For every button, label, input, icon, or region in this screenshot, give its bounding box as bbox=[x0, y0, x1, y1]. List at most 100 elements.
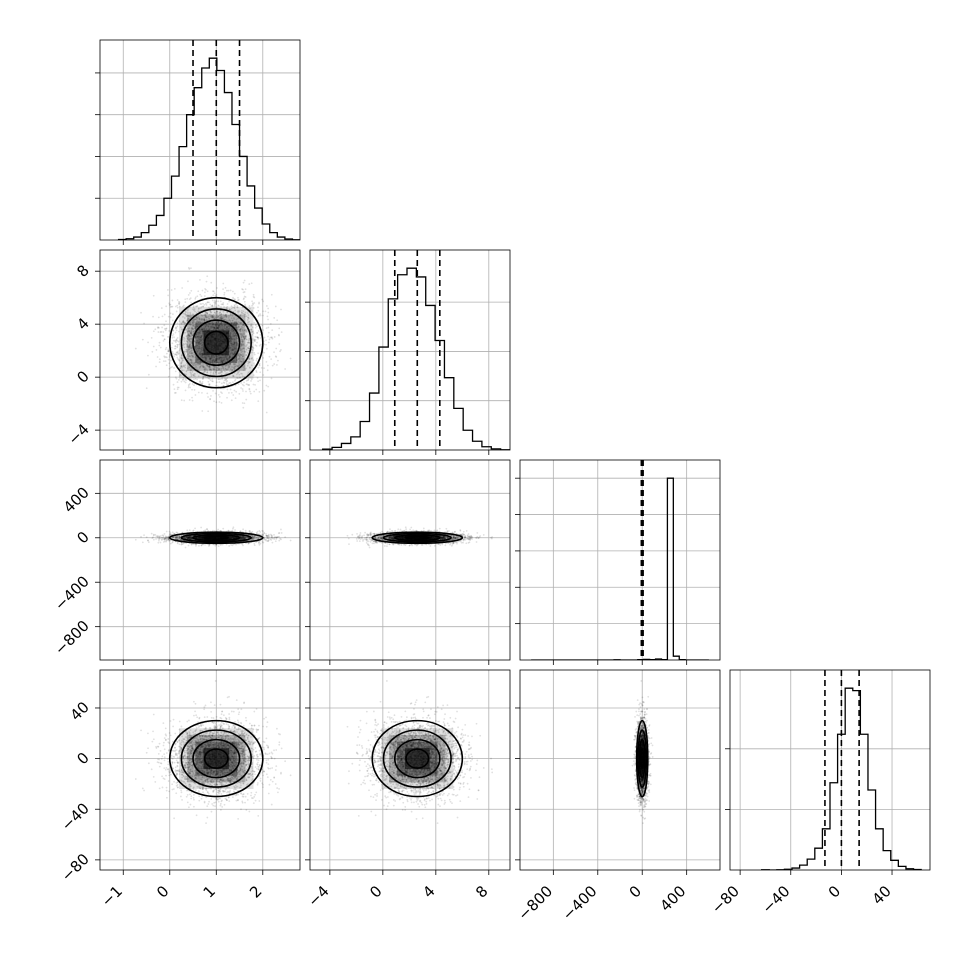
sample-point bbox=[220, 321, 223, 324]
sample-point bbox=[242, 298, 245, 301]
density-block bbox=[203, 330, 230, 356]
sample-point bbox=[233, 321, 236, 324]
sample-point bbox=[178, 375, 181, 377]
sample-point bbox=[202, 356, 205, 359]
sample-point bbox=[176, 322, 179, 325]
sample-point bbox=[238, 355, 241, 358]
sample-point bbox=[191, 334, 193, 337]
sample-point bbox=[232, 298, 235, 300]
sample-point bbox=[254, 335, 257, 338]
sample-point bbox=[183, 322, 186, 324]
sample-point bbox=[254, 535, 257, 537]
sample-point bbox=[184, 381, 187, 384]
sample-point bbox=[164, 537, 167, 540]
sample-point bbox=[231, 335, 234, 338]
sample-point bbox=[228, 382, 231, 385]
sample-point bbox=[181, 287, 184, 289]
sample-point bbox=[250, 328, 253, 331]
sample-point bbox=[157, 326, 159, 329]
sample-point bbox=[189, 359, 192, 362]
sample-point bbox=[224, 318, 227, 321]
sample-point bbox=[224, 355, 227, 358]
sample-point bbox=[195, 341, 198, 344]
sample-point bbox=[224, 314, 227, 316]
sample-point bbox=[176, 535, 179, 538]
sample-point bbox=[181, 365, 183, 368]
sample-point bbox=[233, 318, 235, 320]
sample-point bbox=[201, 328, 204, 331]
sample-point bbox=[218, 356, 221, 359]
sample-point bbox=[180, 399, 183, 402]
sample-point bbox=[259, 314, 262, 317]
sample-point bbox=[179, 348, 182, 350]
sample-point bbox=[241, 372, 243, 375]
y-tick-label: 4 bbox=[73, 314, 92, 333]
sample-point bbox=[201, 382, 204, 385]
sample-point bbox=[257, 537, 260, 540]
sample-point bbox=[187, 346, 190, 349]
sample-point bbox=[190, 535, 192, 538]
sample-point bbox=[229, 320, 232, 323]
sample-point bbox=[233, 340, 236, 343]
sample-point bbox=[251, 357, 253, 360]
sample-point bbox=[265, 339, 267, 342]
sample-point bbox=[219, 372, 222, 374]
sample-point bbox=[233, 334, 236, 337]
sample-point bbox=[215, 323, 218, 325]
sample-point bbox=[164, 535, 167, 538]
sample-point bbox=[219, 322, 222, 325]
sample-point bbox=[202, 330, 204, 332]
sample-point bbox=[181, 360, 183, 363]
sample-point bbox=[179, 367, 182, 369]
sample-point bbox=[208, 328, 211, 330]
sample-point bbox=[237, 311, 240, 314]
sample-point bbox=[194, 377, 197, 380]
sample-point bbox=[205, 328, 208, 330]
sample-point bbox=[194, 336, 197, 339]
sample-point bbox=[165, 356, 168, 359]
sample-point bbox=[249, 392, 252, 395]
sample-point bbox=[209, 366, 212, 368]
sample-point bbox=[232, 536, 235, 539]
sample-point bbox=[213, 320, 216, 323]
sample-point bbox=[207, 396, 209, 398]
sample-point bbox=[245, 335, 247, 338]
sample-point bbox=[205, 319, 207, 322]
sample-point bbox=[242, 291, 245, 294]
sample-point bbox=[200, 303, 203, 305]
sample-point bbox=[220, 360, 223, 363]
sample-point bbox=[228, 365, 231, 368]
sample-point bbox=[189, 297, 192, 300]
sample-point bbox=[253, 544, 256, 547]
sample-point bbox=[157, 331, 160, 333]
sample-point bbox=[220, 321, 223, 324]
sample-point bbox=[233, 341, 236, 344]
sample-point bbox=[199, 340, 201, 343]
sample-point bbox=[235, 303, 237, 306]
sample-point bbox=[165, 346, 168, 349]
sample-point bbox=[197, 341, 200, 344]
sample-point bbox=[220, 325, 222, 328]
sample-point bbox=[253, 339, 256, 342]
sample-point bbox=[215, 300, 218, 302]
sample-point bbox=[190, 332, 192, 335]
sample-point bbox=[208, 360, 211, 363]
sample-point bbox=[232, 329, 235, 332]
sample-point bbox=[233, 307, 236, 309]
sample-point bbox=[236, 328, 238, 331]
sample-point bbox=[221, 356, 224, 359]
sample-point bbox=[227, 327, 230, 330]
sample-point bbox=[188, 346, 190, 349]
sample-point bbox=[220, 356, 223, 359]
sample-point bbox=[230, 344, 233, 347]
sample-point bbox=[256, 311, 258, 314]
sample-point bbox=[178, 352, 180, 355]
sample-point bbox=[233, 346, 235, 349]
sample-point bbox=[225, 364, 228, 367]
sample-point bbox=[235, 390, 238, 393]
sample-point bbox=[196, 295, 199, 298]
sample-point bbox=[172, 536, 175, 539]
sample-point bbox=[191, 362, 193, 365]
sample-point bbox=[178, 537, 180, 539]
sample-point bbox=[163, 355, 166, 358]
